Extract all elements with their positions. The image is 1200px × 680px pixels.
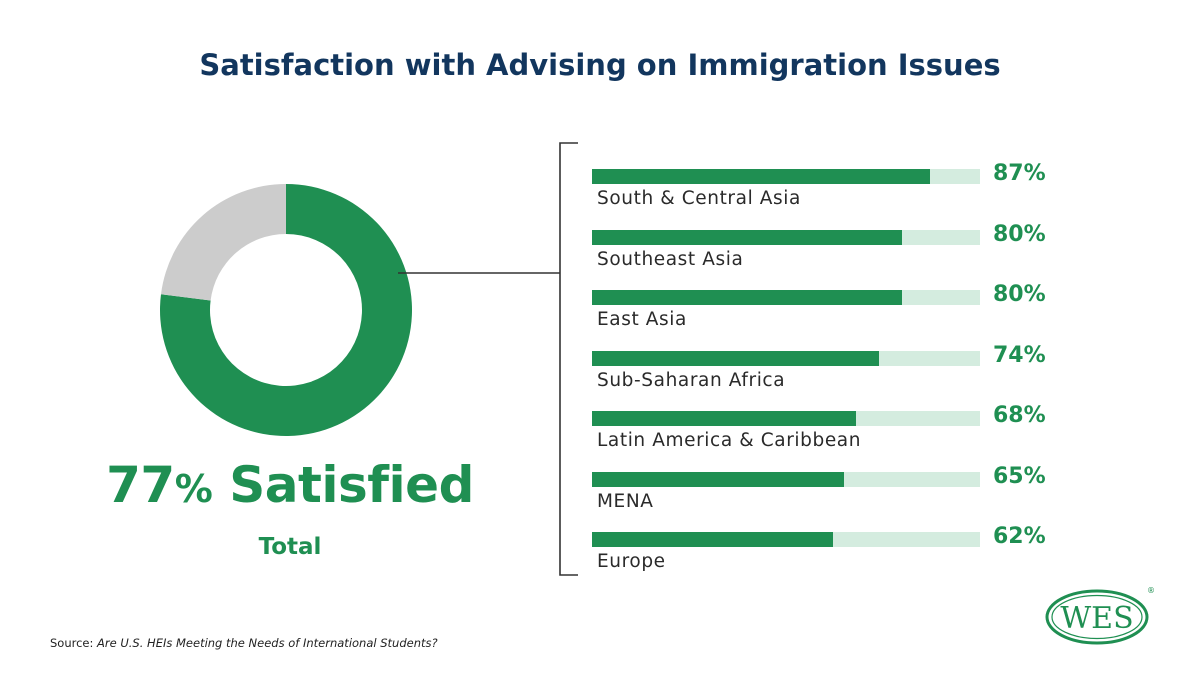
donut-slice-satisfied [160, 184, 413, 436]
bar-category-label: Europe [597, 551, 666, 572]
source-text: Are U.S. HEIs Meeting the Needs of Inter… [97, 636, 438, 650]
bar-row: Southeast Asia 80% [592, 222, 1062, 286]
bar-row: South & Central Asia 87% [592, 161, 1062, 225]
bar-row: Sub-Saharan Africa 74% [592, 343, 1062, 407]
bar-track [592, 532, 980, 547]
bar-category-label: East Asia [597, 309, 687, 330]
bar-track [592, 169, 980, 184]
summary-value: 77 [106, 456, 175, 514]
logo-text: WES [1060, 601, 1133, 636]
bar-track [592, 290, 980, 305]
bar-value-label: 74% [993, 342, 1046, 368]
bar-category-label: Sub-Saharan Africa [597, 369, 786, 391]
wes-logo: WES ® [1045, 586, 1155, 645]
bar-fill [592, 169, 930, 184]
bar-category-label: South & Central Asia [597, 188, 801, 209]
bar-value-label: 80% [993, 221, 1046, 247]
bar-row: Latin America & Caribbean 68% [592, 403, 1062, 467]
bar-track [592, 471, 980, 487]
logo-ring-inner [1051, 594, 1143, 640]
bar-row: Europe 62% [592, 524, 1062, 588]
logo-ring-outer [1045, 589, 1149, 645]
bar-value-label: 87% [993, 161, 1046, 186]
source-note: Source: Are U.S. HEIs Meeting the Needs … [50, 636, 438, 650]
bar-row: East Asia 80% [592, 282, 1062, 346]
bar-value-label: 68% [993, 403, 1046, 428]
bar-value-label: 80% [993, 282, 1046, 307]
bar-fill [592, 411, 856, 426]
source-prefix: Source: [50, 636, 94, 650]
bar-category-label: MENA [597, 490, 654, 512]
bar-fill [592, 471, 845, 487]
summary-label: Satisfied [229, 456, 474, 514]
bracket-line [559, 142, 578, 576]
bar-fill [592, 229, 903, 245]
donut-chart [160, 184, 413, 436]
bar-fill [592, 290, 903, 305]
bar-category-label: Southeast Asia [597, 248, 744, 270]
chart-title: Satisfaction with Advising on Immigratio… [199, 48, 1001, 82]
bar-value-label: 65% [993, 463, 1046, 489]
donut-slice-remainder [160, 184, 286, 301]
bar-category-label: Latin America & Caribbean [597, 430, 862, 451]
bar-track [592, 350, 980, 366]
summary-headline: 77% Satisfied [0, 456, 580, 514]
bar-row: MENA 65% [592, 464, 1062, 528]
logo-registered-mark: ® [1147, 586, 1155, 595]
bar-fill [592, 532, 833, 547]
bar-value-label: 62% [993, 524, 1046, 549]
bar-track [592, 229, 980, 245]
summary-sublabel: Total [258, 534, 322, 560]
bar-fill [592, 350, 880, 366]
bar-track [592, 411, 980, 426]
summary-unit: % [174, 467, 213, 511]
